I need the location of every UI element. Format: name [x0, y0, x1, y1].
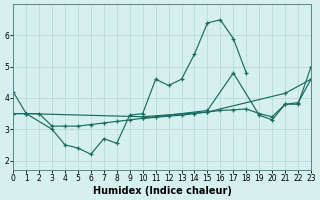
X-axis label: Humidex (Indice chaleur): Humidex (Indice chaleur): [93, 186, 232, 196]
